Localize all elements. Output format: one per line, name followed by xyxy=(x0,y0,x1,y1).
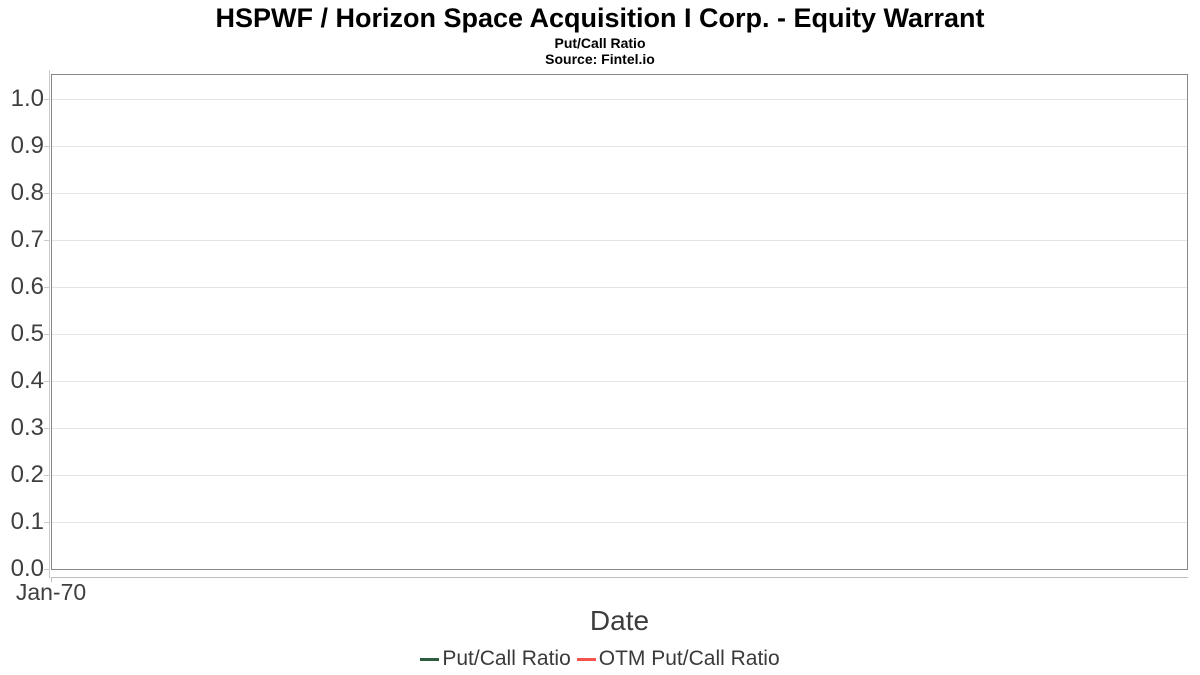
y-tick-label: 0.9 xyxy=(10,132,44,159)
legend: Put/Call Ratio OTM Put/Call Ratio xyxy=(0,645,1200,673)
legend-item-otm-put-call-ratio: OTM Put/Call Ratio xyxy=(576,646,780,672)
y-tick xyxy=(44,381,50,382)
y-tick xyxy=(44,146,50,147)
y-tick xyxy=(44,99,50,100)
y-tick-label: 0.3 xyxy=(10,414,44,441)
gridline xyxy=(52,287,1187,288)
y-tick xyxy=(44,522,50,523)
gridline xyxy=(52,99,1187,100)
y-tick-label: 1.0 xyxy=(10,85,44,112)
y-tick-label: 0.1 xyxy=(10,508,44,535)
chart-title: HSPWF / Horizon Space Acquisition I Corp… xyxy=(215,3,985,33)
gridline xyxy=(52,240,1187,241)
legend-label: Put/Call Ratio xyxy=(442,647,571,670)
y-tick-label: 0.5 xyxy=(10,320,44,347)
y-tick xyxy=(44,287,50,288)
x-axis-tick xyxy=(51,577,52,582)
gridline xyxy=(52,193,1187,194)
x-axis-line xyxy=(51,577,1188,578)
y-tick xyxy=(44,240,50,241)
y-tick-label: 0.2 xyxy=(10,461,44,488)
y-tick-label: 0.0 xyxy=(10,555,44,582)
chart-source: Source: Fintel.io xyxy=(545,51,655,67)
y-tick xyxy=(44,428,50,429)
x-axis-title: Date xyxy=(589,605,650,636)
gridline xyxy=(52,381,1187,382)
gridline xyxy=(52,146,1187,147)
y-tick xyxy=(44,569,50,570)
y-tick-label: 0.7 xyxy=(10,226,44,253)
y-tick xyxy=(44,334,50,335)
gridline xyxy=(52,334,1187,335)
chart-subtitle: Put/Call Ratio xyxy=(554,35,646,51)
gridline xyxy=(52,522,1187,523)
y-tick xyxy=(44,193,50,194)
gridline xyxy=(52,428,1187,429)
y-tick-label: 0.6 xyxy=(10,273,44,300)
x-tick-label: Jan-70 xyxy=(15,579,87,605)
legend-item-put-call-ratio: Put/Call Ratio xyxy=(420,646,571,672)
plot-area xyxy=(51,74,1188,570)
gridline xyxy=(52,475,1187,476)
legend-line-icon xyxy=(576,657,596,661)
y-axis-line xyxy=(49,70,50,578)
legend-line-icon xyxy=(420,657,440,661)
legend-label: OTM Put/Call Ratio xyxy=(598,647,780,670)
y-tick-label: 0.4 xyxy=(10,367,44,394)
y-tick-label: 0.8 xyxy=(10,179,44,206)
y-tick xyxy=(44,475,50,476)
